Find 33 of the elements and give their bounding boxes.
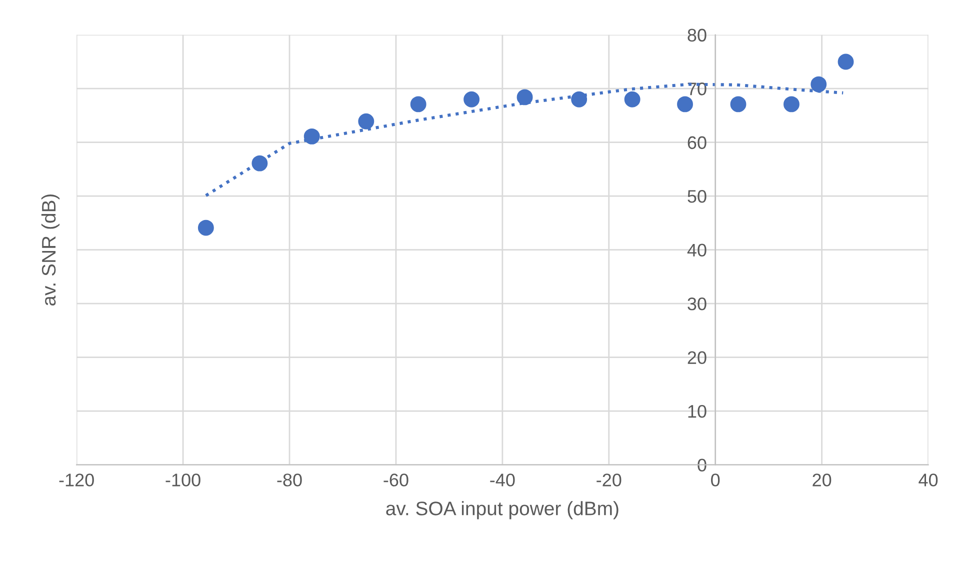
point xyxy=(784,96,800,112)
point xyxy=(464,91,480,108)
x-tick-label: -80 xyxy=(277,474,302,486)
y-tick-label: 40 xyxy=(687,244,706,257)
x-axis-title: av. SOA input power (dBm) xyxy=(386,501,618,520)
y-tick-label: 50 xyxy=(688,190,706,203)
point xyxy=(358,113,374,130)
point xyxy=(730,96,746,112)
y-tick-label: 30 xyxy=(688,298,706,310)
y-axis-title: av. SNR (dB) xyxy=(41,194,60,306)
point xyxy=(252,155,268,172)
x-tick-label: 20 xyxy=(812,474,832,486)
y-tick-label: 60 xyxy=(688,136,706,150)
y-tick-label: 0 xyxy=(698,458,706,472)
x-tick-label: -60 xyxy=(384,474,408,486)
y-tick-label: 20 xyxy=(688,351,706,364)
x-tick-label: -120 xyxy=(59,474,94,486)
x-tick-label: 0 xyxy=(711,474,720,486)
point xyxy=(198,220,214,236)
point xyxy=(810,76,827,92)
point xyxy=(677,96,693,112)
x-tick-label: -100 xyxy=(166,474,200,486)
x-tick-label: 40 xyxy=(918,474,938,486)
point xyxy=(624,91,640,108)
x-tick-label: -40 xyxy=(490,474,515,486)
point xyxy=(571,91,588,108)
y-tick-label: 80 xyxy=(688,28,706,42)
y-tick-label: 10 xyxy=(688,404,706,418)
point xyxy=(838,54,854,70)
x-tick-label: -20 xyxy=(596,474,622,486)
point xyxy=(410,96,426,112)
point xyxy=(304,128,320,144)
point xyxy=(516,89,533,106)
